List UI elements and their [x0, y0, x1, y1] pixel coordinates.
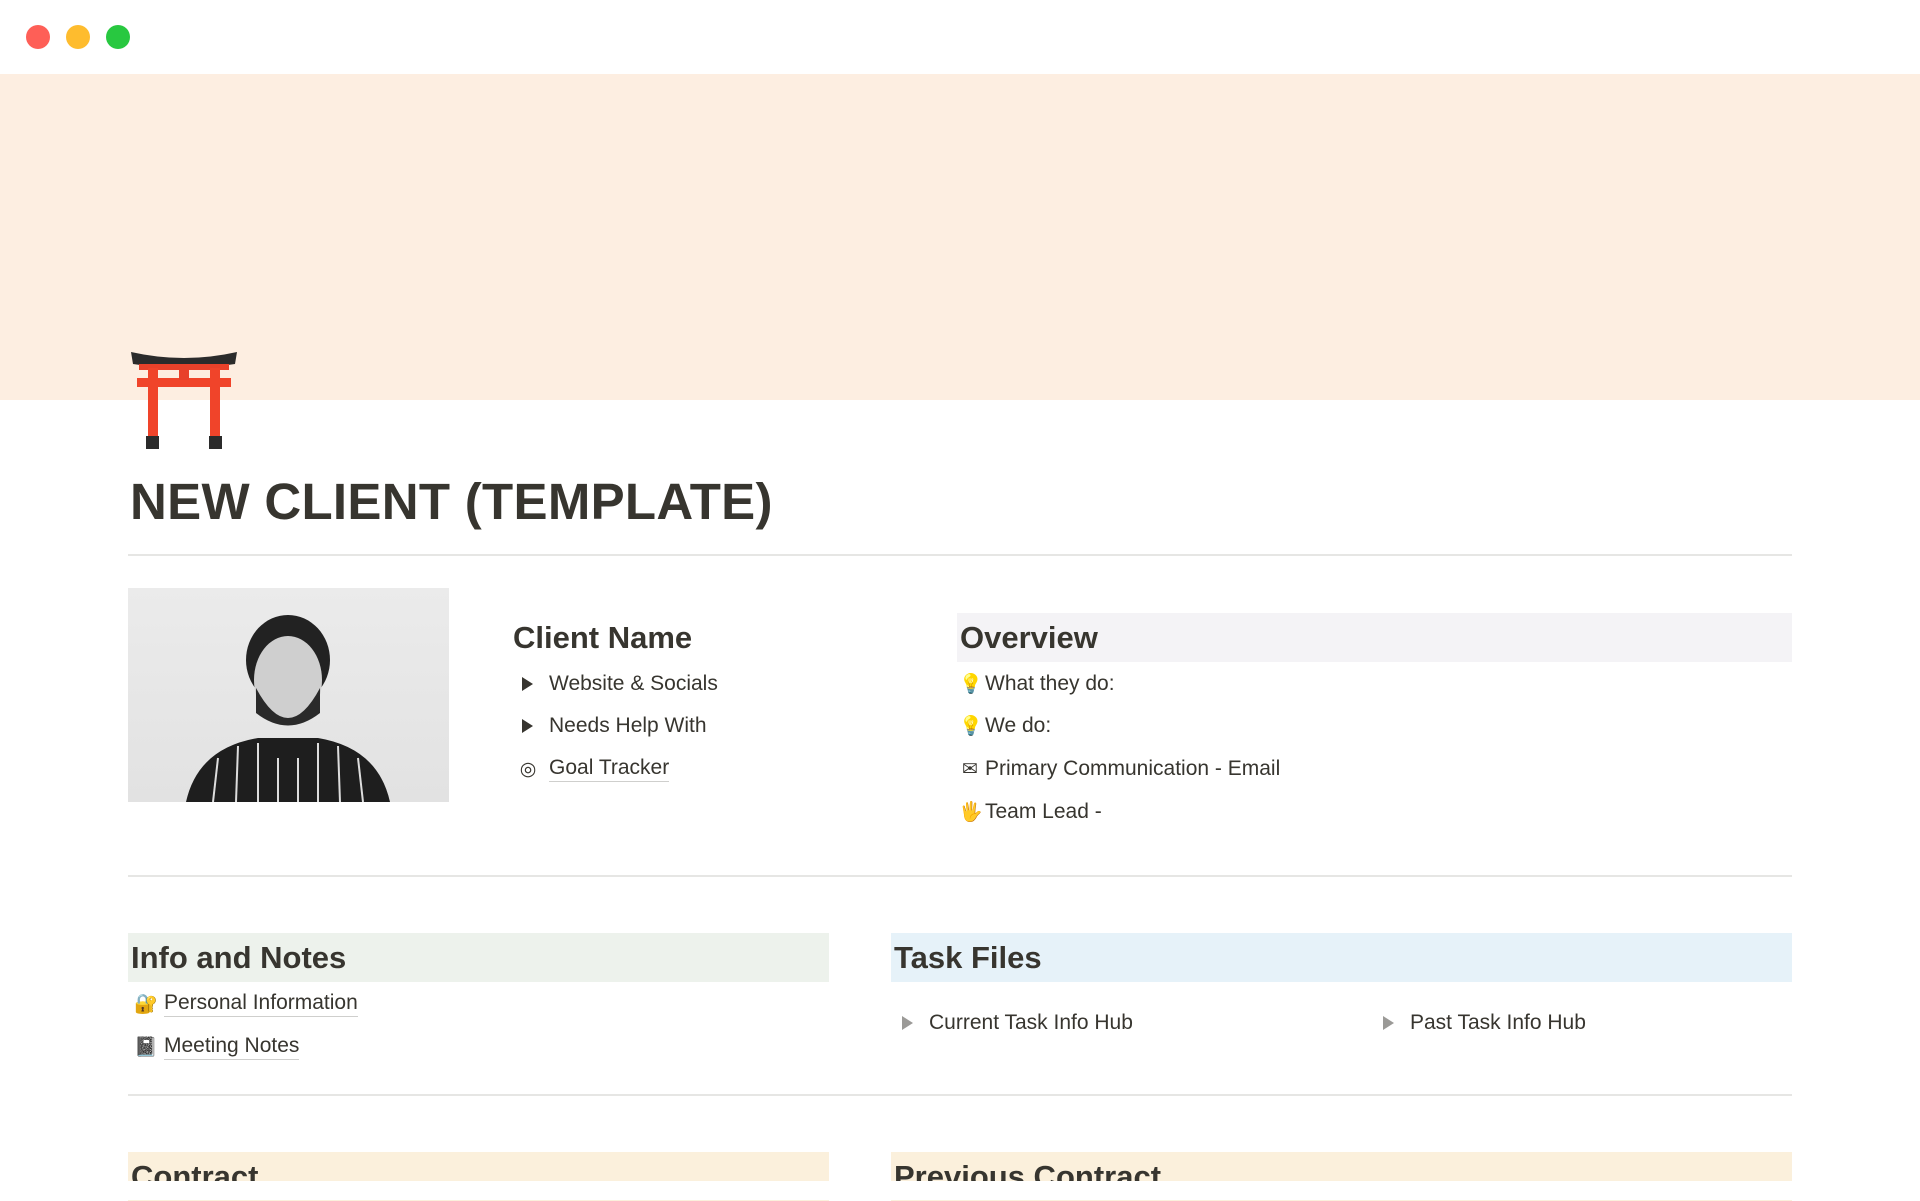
toggle-website-socials[interactable]: Website & Socials	[522, 672, 718, 696]
client-photo	[128, 588, 449, 802]
meeting-notes-link[interactable]: 📓 Meeting Notes	[134, 1034, 300, 1060]
toggle-past-task-info-hub[interactable]: Past Task Info Hub	[1383, 1011, 1586, 1035]
toggle-label: Website & Socials	[549, 672, 718, 695]
task-files-heading-block: Task Files	[891, 933, 1792, 982]
goal-tracker-link[interactable]: ◎ Goal Tracker	[517, 756, 670, 782]
window-minimize-button[interactable]	[66, 25, 90, 49]
locked-with-key-icon: 🔐	[134, 994, 158, 1015]
toggle-triangle-icon[interactable]	[522, 677, 533, 691]
divider	[128, 875, 1792, 877]
overview-item: 🖐 Team Lead -	[959, 800, 1102, 824]
toggle-label: Past Task Info Hub	[1410, 1011, 1586, 1034]
overview-item: 💡 What they do:	[959, 672, 1115, 696]
toggle-triangle-icon[interactable]	[1383, 1016, 1394, 1030]
task-files-heading: Task Files	[894, 939, 1042, 975]
light-bulb-icon: 💡	[959, 674, 983, 695]
toggle-triangle-icon[interactable]	[522, 719, 533, 733]
overview-item-label: What they do:	[985, 672, 1115, 695]
overview-item: 💡 We do:	[959, 714, 1051, 738]
overview-heading: Overview	[960, 619, 1098, 655]
overview-item-label: We do:	[985, 714, 1052, 737]
toggle-needs-help-with[interactable]: Needs Help With	[522, 714, 707, 738]
info-notes-heading: Info and Notes	[131, 939, 347, 975]
link-label: Goal Tracker	[549, 756, 670, 782]
toggle-triangle-icon[interactable]	[902, 1016, 913, 1030]
divider	[128, 554, 1792, 556]
divider	[128, 1094, 1792, 1096]
client-name-heading: Client Name	[513, 620, 693, 655]
link-label: Personal Information	[164, 991, 358, 1017]
notebook-icon: 📓	[134, 1037, 158, 1058]
overview-item-label: Team Lead -	[985, 800, 1102, 823]
page-title[interactable]: NEW CLIENT (TEMPLATE)	[130, 473, 773, 530]
page-cover	[0, 74, 1920, 400]
info-notes-heading-block: Info and Notes	[128, 933, 829, 982]
toggle-label: Needs Help With	[549, 714, 707, 737]
overview-item-label: Primary Communication - Email	[985, 757, 1281, 780]
torii-gate-icon[interactable]	[131, 350, 237, 450]
toggle-current-task-info-hub[interactable]: Current Task Info Hub	[902, 1011, 1133, 1035]
personal-information-link[interactable]: 🔐 Personal Information	[134, 991, 358, 1017]
link-label: Meeting Notes	[164, 1034, 300, 1060]
overview-heading-block: Overview	[957, 613, 1792, 662]
target-icon: ◎	[519, 758, 537, 780]
window-maximize-button[interactable]	[106, 25, 130, 49]
envelope-icon: ✉	[962, 758, 978, 780]
raised-hand-icon: 🖐	[959, 802, 983, 823]
viewport-bottom-edge	[0, 1181, 1920, 1200]
window-close-button[interactable]	[26, 25, 50, 49]
overview-item: ✉ Primary Communication - Email	[959, 757, 1280, 781]
toggle-label: Current Task Info Hub	[929, 1011, 1133, 1034]
light-bulb-icon: 💡	[959, 716, 983, 737]
